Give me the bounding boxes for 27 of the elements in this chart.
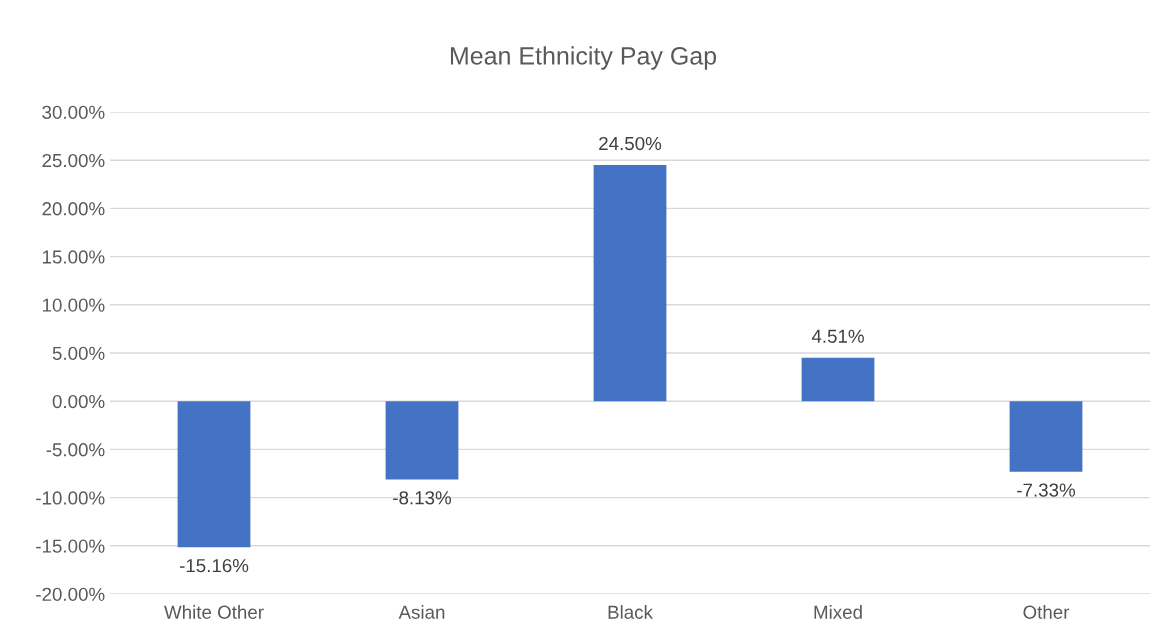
y-tick-label: 5.00% xyxy=(52,346,105,360)
bar xyxy=(1009,401,1083,472)
data-label: 4.51% xyxy=(811,329,864,343)
y-tick-label: -5.00% xyxy=(46,443,105,457)
bar xyxy=(593,165,667,402)
x-tick-label: Mixed xyxy=(814,605,862,619)
data-label: -15.16% xyxy=(179,558,249,573)
y-tick-label: 25.00% xyxy=(42,153,105,168)
x-tick-label: Black xyxy=(608,605,653,619)
y-tick-label: -20.00% xyxy=(36,587,105,601)
y-tick-label: 10.00% xyxy=(42,298,105,312)
data-label: -7.33% xyxy=(1017,483,1076,497)
y-tick-label: 30.00% xyxy=(42,105,105,119)
y-tick-label: 20.00% xyxy=(42,202,105,216)
x-tick-label: Other xyxy=(1023,605,1070,619)
y-tick-label: 0.00% xyxy=(52,394,105,409)
bar xyxy=(801,357,875,402)
chart-title: Mean Ethnicity Pay Gap xyxy=(450,46,717,70)
data-label: 24.50% xyxy=(599,136,662,151)
x-tick-label: White Other xyxy=(164,605,264,619)
bar xyxy=(385,401,459,480)
y-tick-label: 15.00% xyxy=(42,250,105,264)
data-label: -8.13% xyxy=(393,491,452,505)
bar xyxy=(177,401,251,548)
y-tick-label: -15.00% xyxy=(36,539,105,553)
x-tick-label: Asian xyxy=(398,605,445,619)
y-tick-label: -10.00% xyxy=(36,491,105,505)
